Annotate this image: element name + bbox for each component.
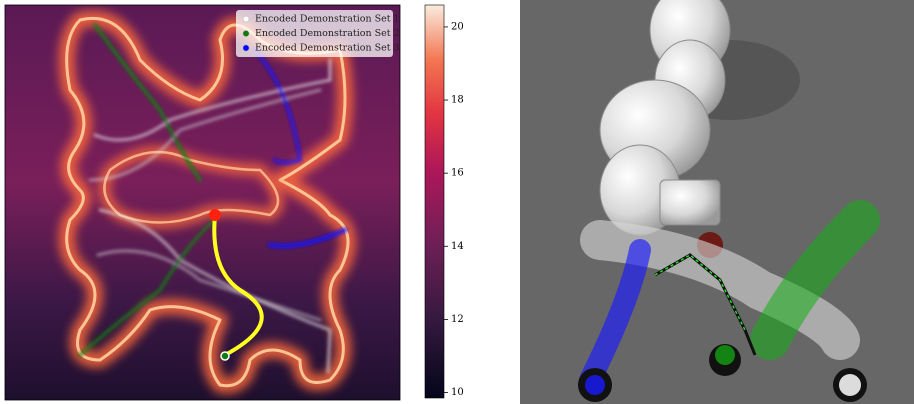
tick-label: 20 [451,21,464,32]
tick-label: 16 [451,168,464,179]
tick-label: 14 [451,241,464,252]
heatmap [5,5,400,400]
tick-label: 12 [451,314,464,325]
legend-marker [242,44,250,52]
tick-label: 10 [451,387,464,398]
legend-label: Encoded Demonstration Set 3 [255,43,400,54]
colorbar: 10 12 14 16 18 20 [424,4,464,399]
robot-render [520,0,914,404]
legend-marker [242,15,250,23]
tick-label: 18 [451,95,464,106]
legend-label: Encoded Demonstration Set 1 [255,14,400,25]
legend: Encoded Demonstration Set 1 Encoded Demon… [236,10,400,57]
legend-label: Encoded Demonstration Set 2 [255,28,400,39]
legend-marker [242,30,250,37]
